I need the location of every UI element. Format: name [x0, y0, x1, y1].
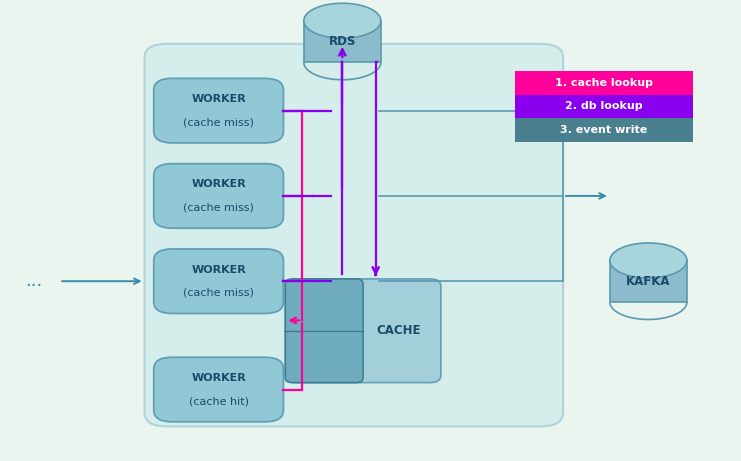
- FancyBboxPatch shape: [154, 78, 283, 143]
- Text: WORKER: WORKER: [191, 179, 246, 189]
- Text: 3. event write: 3. event write: [560, 125, 648, 136]
- Text: 1. cache lookup: 1. cache lookup: [555, 77, 653, 88]
- FancyBboxPatch shape: [515, 95, 693, 118]
- Text: CACHE: CACHE: [376, 324, 421, 337]
- Text: (cache miss): (cache miss): [183, 202, 254, 213]
- Text: WORKER: WORKER: [191, 94, 246, 104]
- Text: (cache hit): (cache hit): [189, 396, 248, 406]
- Text: KAFKA: KAFKA: [626, 275, 671, 288]
- Text: 2. db lookup: 2. db lookup: [565, 101, 642, 112]
- Text: WORKER: WORKER: [191, 373, 246, 383]
- Polygon shape: [610, 243, 687, 278]
- Text: WORKER: WORKER: [191, 265, 246, 275]
- Text: (cache miss): (cache miss): [183, 117, 254, 127]
- FancyBboxPatch shape: [154, 357, 283, 422]
- FancyBboxPatch shape: [285, 279, 363, 383]
- Polygon shape: [610, 260, 687, 302]
- Text: RDS: RDS: [329, 35, 356, 48]
- Text: (cache miss): (cache miss): [183, 288, 254, 298]
- FancyBboxPatch shape: [515, 71, 693, 95]
- Polygon shape: [304, 21, 381, 62]
- Polygon shape: [304, 3, 381, 38]
- FancyBboxPatch shape: [154, 249, 283, 313]
- FancyBboxPatch shape: [285, 279, 441, 383]
- FancyBboxPatch shape: [154, 164, 283, 228]
- FancyBboxPatch shape: [515, 118, 693, 142]
- Text: ...: ...: [24, 272, 42, 290]
- FancyBboxPatch shape: [144, 44, 563, 426]
